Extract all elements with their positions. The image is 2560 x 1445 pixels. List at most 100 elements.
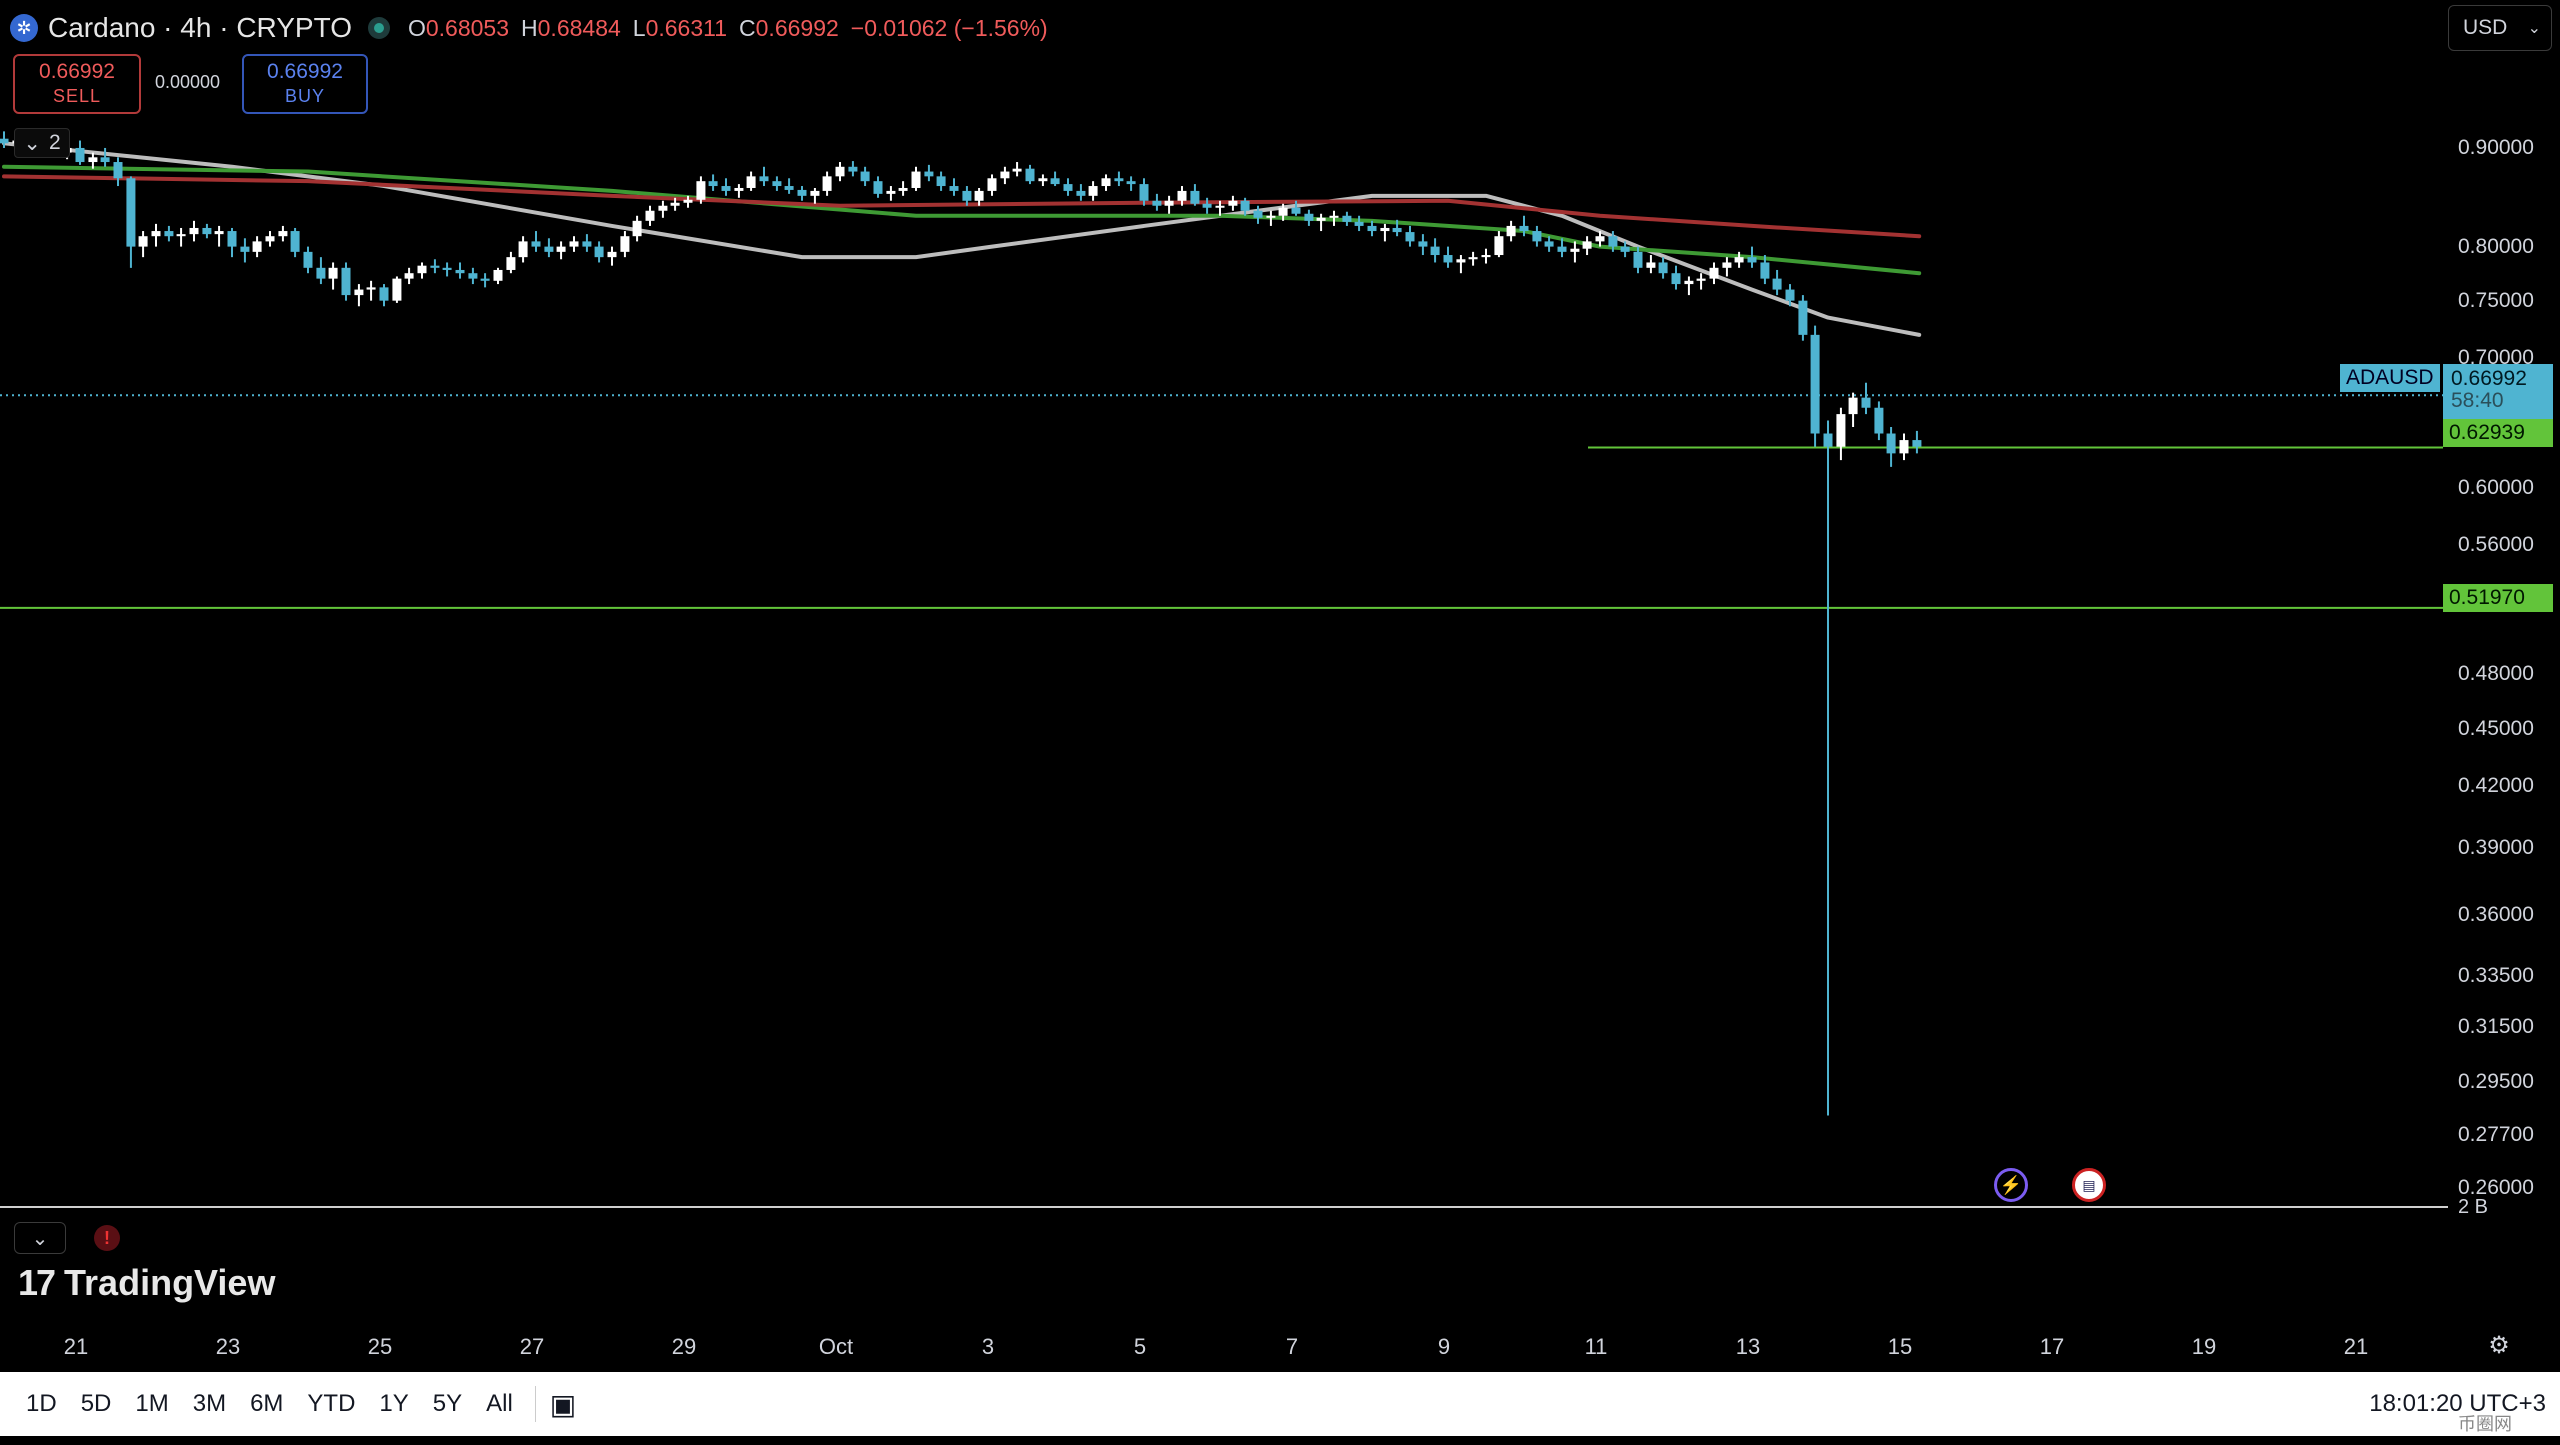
candle[interactable] bbox=[493, 267, 503, 285]
candle[interactable] bbox=[1620, 241, 1630, 258]
candle[interactable] bbox=[835, 162, 845, 182]
candle[interactable] bbox=[468, 267, 478, 285]
candle[interactable] bbox=[442, 262, 452, 277]
candle[interactable] bbox=[1481, 248, 1491, 264]
candle[interactable] bbox=[1633, 246, 1643, 274]
candle[interactable] bbox=[151, 223, 161, 247]
calendar-goto-icon[interactable]: ▣ bbox=[549, 1388, 577, 1420]
candle[interactable] bbox=[480, 273, 490, 288]
symbol-title[interactable]: Cardano · 4h · CRYPTO bbox=[48, 12, 352, 43]
candle[interactable] bbox=[1886, 426, 1896, 467]
candle[interactable] bbox=[1063, 178, 1073, 196]
indicators-collapse-button[interactable]: ⌄ 2 bbox=[14, 128, 70, 158]
candle[interactable] bbox=[366, 280, 376, 301]
candle[interactable] bbox=[1304, 209, 1314, 226]
horizontal-level-tag-2[interactable]: 0.51970 bbox=[2443, 584, 2553, 612]
horizontal-level-tag-1[interactable]: 0.62939 bbox=[2443, 419, 2553, 447]
candle[interactable] bbox=[1443, 246, 1453, 268]
moving-average-line-2[interactable] bbox=[2, 164, 1922, 276]
range-button-6m[interactable]: 6M bbox=[250, 1390, 284, 1417]
candle[interactable] bbox=[1215, 200, 1225, 216]
candle[interactable] bbox=[1291, 200, 1301, 216]
candle[interactable] bbox=[1190, 184, 1200, 206]
candle[interactable] bbox=[1240, 197, 1250, 216]
candle[interactable] bbox=[1506, 220, 1516, 242]
candle[interactable] bbox=[607, 246, 617, 266]
candle[interactable] bbox=[1494, 231, 1504, 258]
candle[interactable] bbox=[594, 241, 604, 263]
candle[interactable] bbox=[1658, 257, 1668, 279]
candle[interactable] bbox=[1810, 325, 1820, 447]
candle[interactable] bbox=[1088, 181, 1098, 201]
candle[interactable] bbox=[632, 215, 642, 242]
candle[interactable] bbox=[1266, 210, 1276, 226]
candle[interactable] bbox=[100, 147, 110, 167]
candle[interactable] bbox=[1114, 171, 1124, 187]
candle[interactable] bbox=[1696, 273, 1706, 290]
candle[interactable] bbox=[240, 238, 250, 263]
range-button-1y[interactable]: 1Y bbox=[379, 1390, 409, 1417]
candle[interactable] bbox=[1760, 255, 1770, 285]
candle[interactable] bbox=[1253, 205, 1263, 224]
candle[interactable] bbox=[1456, 255, 1466, 274]
candle[interactable] bbox=[810, 187, 820, 204]
clock[interactable]: 18:01:20 UTC+3 bbox=[2369, 1390, 2546, 1417]
candle[interactable] bbox=[1152, 193, 1162, 211]
candle[interactable] bbox=[886, 186, 896, 201]
candle[interactable] bbox=[556, 241, 566, 260]
candle[interactable] bbox=[1278, 203, 1288, 221]
candle[interactable] bbox=[784, 178, 794, 194]
candle[interactable] bbox=[518, 236, 528, 263]
candle[interactable] bbox=[1722, 257, 1732, 277]
candle[interactable] bbox=[176, 227, 186, 247]
candle[interactable] bbox=[898, 181, 908, 196]
candle[interactable] bbox=[164, 225, 174, 242]
candle[interactable] bbox=[113, 157, 123, 187]
candle[interactable] bbox=[924, 164, 934, 182]
candle[interactable] bbox=[404, 267, 414, 285]
candle[interactable] bbox=[974, 187, 984, 206]
price-chart[interactable] bbox=[0, 0, 2560, 1372]
candle[interactable] bbox=[1468, 251, 1478, 266]
range-button-1m[interactable]: 1M bbox=[135, 1390, 169, 1417]
range-button-all[interactable]: All bbox=[486, 1390, 513, 1417]
candle[interactable] bbox=[1000, 166, 1010, 185]
candle[interactable] bbox=[265, 231, 275, 247]
candle[interactable] bbox=[430, 259, 440, 274]
candle[interactable] bbox=[1367, 220, 1377, 237]
candle[interactable] bbox=[0, 131, 9, 148]
candle[interactable] bbox=[278, 225, 288, 242]
candle[interactable] bbox=[1772, 269, 1782, 296]
candle[interactable] bbox=[1798, 295, 1808, 341]
candle[interactable] bbox=[1532, 225, 1542, 247]
candle[interactable] bbox=[658, 200, 668, 218]
candle[interactable] bbox=[1899, 433, 1909, 461]
candle[interactable] bbox=[696, 176, 706, 204]
candle[interactable] bbox=[936, 171, 946, 191]
candle[interactable] bbox=[759, 166, 769, 187]
candle[interactable] bbox=[316, 257, 326, 285]
candle[interactable] bbox=[1025, 164, 1035, 185]
range-button-3m[interactable]: 3M bbox=[192, 1390, 227, 1417]
candle[interactable] bbox=[1836, 407, 1846, 461]
candle[interactable] bbox=[227, 227, 237, 258]
candle[interactable] bbox=[746, 171, 756, 191]
candle[interactable] bbox=[734, 184, 744, 198]
candle[interactable] bbox=[949, 178, 959, 196]
candle[interactable] bbox=[1202, 197, 1212, 214]
flash-event-icon[interactable]: ⚡ bbox=[1994, 1168, 2028, 1202]
currency-select[interactable]: USD ⌄ bbox=[2448, 5, 2552, 51]
candle[interactable] bbox=[1734, 251, 1744, 268]
candle[interactable] bbox=[417, 262, 427, 279]
candle[interactable] bbox=[797, 186, 807, 201]
range-button-5y[interactable]: 5Y bbox=[432, 1390, 463, 1417]
candle[interactable] bbox=[1405, 225, 1415, 247]
candle[interactable] bbox=[1848, 392, 1858, 427]
candle[interactable] bbox=[645, 205, 655, 226]
gear-icon[interactable]: ⚙ bbox=[2488, 1331, 2510, 1359]
candle[interactable] bbox=[1570, 241, 1580, 263]
candle[interactable] bbox=[354, 284, 364, 307]
pane-separator[interactable] bbox=[0, 1206, 2448, 1208]
candle[interactable] bbox=[1608, 231, 1618, 252]
candle[interactable] bbox=[1519, 215, 1529, 237]
